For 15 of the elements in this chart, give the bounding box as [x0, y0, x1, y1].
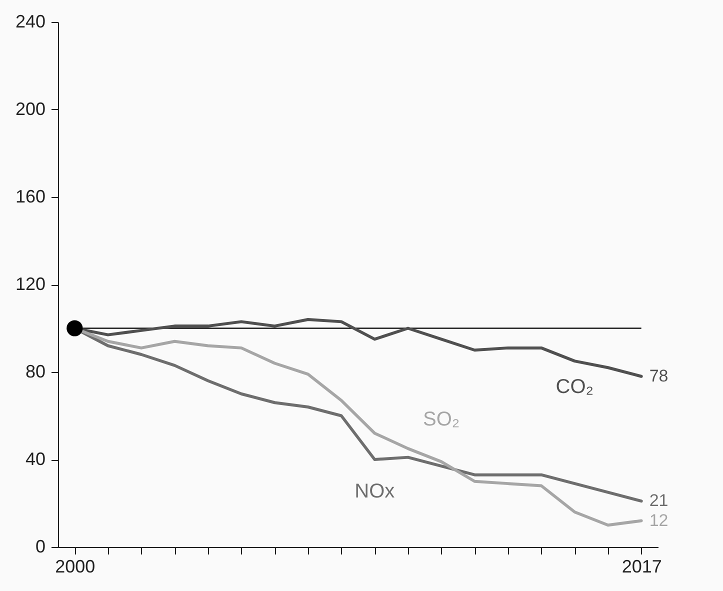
x-tick-label: 2017 — [622, 556, 662, 576]
y-tick-label: 120 — [15, 274, 46, 294]
x-tick-label: 2000 — [55, 556, 96, 576]
data-label: 21 — [649, 491, 668, 510]
y-tick-label: 40 — [25, 449, 46, 469]
y-tick-label: 160 — [15, 186, 46, 206]
y-tick-label: 200 — [15, 99, 46, 119]
series-label: NOx — [354, 480, 395, 502]
y-tick-label: 240 — [15, 12, 46, 32]
data-label: 12 — [649, 510, 668, 530]
y-tick-label: 80 — [25, 362, 46, 382]
series-label: SO₂ — [422, 408, 460, 431]
data-label: 78 — [649, 366, 668, 386]
series-label: CO₂ — [556, 376, 594, 398]
y-tick-label: 0 — [35, 536, 46, 556]
